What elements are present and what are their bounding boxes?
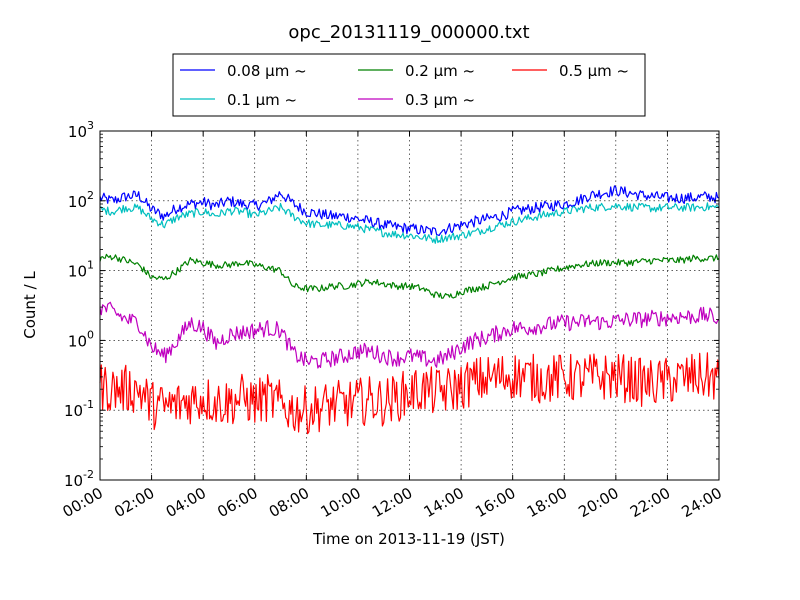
y-tick-label: 10-2	[64, 468, 94, 490]
series-line	[99, 352, 720, 435]
y-axis-tick-labels: 10-2 10-1 100 101 102 103	[64, 119, 94, 490]
legend-label: 0.1 μm ~	[227, 91, 297, 109]
legend-label: 0.2 μm ~	[405, 62, 475, 80]
x-tick-label: 04:00	[163, 484, 209, 521]
x-tick-label: 24:00	[679, 484, 725, 521]
legend-label: 0.3 μm ~	[405, 91, 475, 109]
legend-items: 0.08 μm ~ 0.1 μm ~ 0.2 μm ~ 0.3 μm ~ 0.5 μm …	[180, 62, 629, 109]
x-tick-label: 10:00	[317, 484, 363, 521]
legend: 0.08 μm ~ 0.1 μm ~ 0.2 μm ~ 0.3 μm ~ 0.5 μm …	[172, 53, 646, 117]
y-tick-label: 10-1	[64, 398, 94, 420]
x-tick-label: 22:00	[627, 484, 673, 521]
legend-box	[172, 53, 646, 117]
x-tick-label: 20:00	[575, 484, 621, 521]
y-tick-label: 101	[68, 259, 94, 281]
series-line	[99, 253, 720, 299]
grid	[100, 131, 719, 480]
x-tick-label: 16:00	[472, 484, 518, 521]
y-tick-label: 100	[68, 328, 94, 350]
x-tick-label: 02:00	[111, 484, 157, 521]
legend-label: 0.5 μm ~	[559, 62, 629, 80]
series-line	[99, 202, 720, 244]
legend-label: 0.08 μm ~	[227, 62, 307, 80]
plot-lines	[99, 185, 720, 435]
x-tick-label: 18:00	[524, 484, 570, 521]
y-tick-label: 103	[68, 119, 94, 141]
series-line	[99, 185, 720, 236]
x-tick-label: 12:00	[369, 484, 415, 521]
chart-title: opc_20131119_000000.txt	[288, 22, 529, 43]
axis-ticks	[99, 130, 720, 481]
x-axis-tick-labels: 00:00 02:00 04:00 06:00 08:00 10:00 12:00 14:00…	[60, 484, 725, 521]
y-tick-label: 102	[68, 189, 94, 211]
x-tick-label: 06:00	[214, 484, 260, 521]
plot-frame	[99, 130, 720, 481]
x-axis-label: Time on 2013-11-19 (JST)	[312, 530, 505, 548]
x-tick-label: 08:00	[266, 484, 312, 521]
x-tick-label: 14:00	[421, 484, 467, 521]
y-axis-label: Count / L	[21, 271, 39, 339]
series-line	[99, 301, 720, 369]
